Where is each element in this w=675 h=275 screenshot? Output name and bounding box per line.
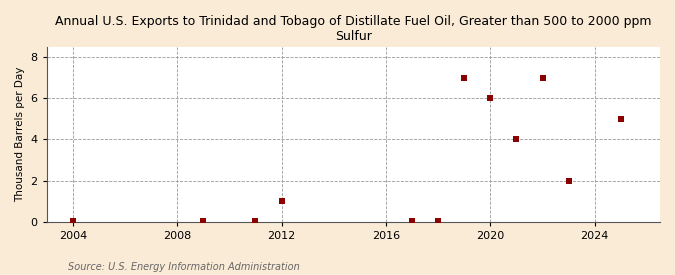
Point [537,76,548,80]
Title: Annual U.S. Exports to Trinidad and Tobago of Distillate Fuel Oil, Greater than : Annual U.S. Exports to Trinidad and Toba… [55,15,651,43]
Y-axis label: Thousand Barrels per Day: Thousand Barrels per Day [15,67,25,202]
Point [433,219,443,223]
Point [68,219,78,223]
Point [198,219,209,223]
Point [563,178,574,183]
Text: Source: U.S. Energy Information Administration: Source: U.S. Energy Information Administ… [68,262,299,272]
Point [459,76,470,80]
Point [511,137,522,142]
Point [406,219,417,223]
Point [276,199,287,203]
Point [250,219,261,223]
Point [616,117,626,121]
Point [485,96,495,101]
